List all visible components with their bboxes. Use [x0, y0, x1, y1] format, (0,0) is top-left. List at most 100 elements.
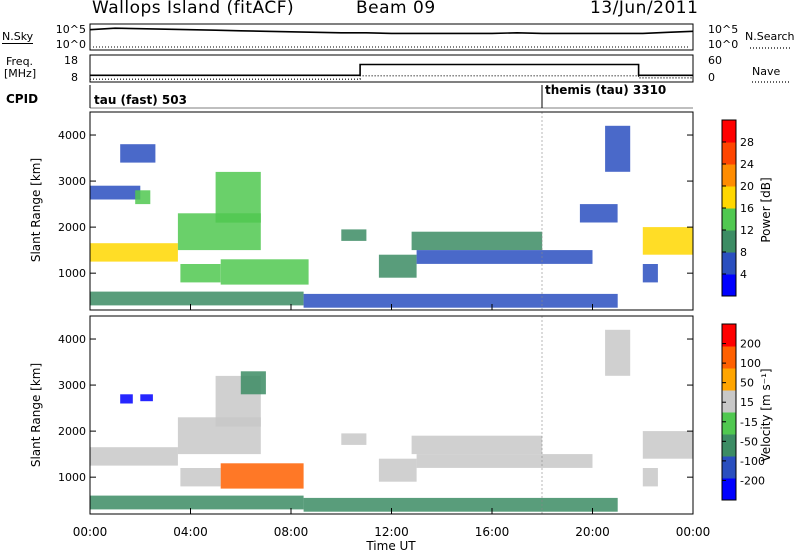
echo-region [303, 497, 618, 512]
xaxis-label: Time UT [365, 539, 416, 553]
y-tick-label: 1000 [58, 267, 86, 280]
colorbar-swatch [722, 346, 736, 369]
noise-right-tick-bottom: 10^0 [708, 38, 738, 51]
power-ylabel: Slant Range [km] [29, 158, 43, 262]
cpid-label: CPID [6, 92, 39, 106]
echo-region [416, 250, 593, 264]
colorbar-swatch [722, 478, 736, 501]
cpid-panel [89, 85, 693, 109]
noise-left-tick-top: 10^5 [56, 23, 86, 36]
echo-region [579, 204, 618, 223]
echo-region [120, 144, 156, 163]
x-tick-label: 00:00 [73, 525, 108, 539]
echo-region [220, 259, 309, 285]
freq-series-line [90, 63, 693, 77]
colorbar-tick-label: 50 [740, 377, 754, 390]
echo-region [642, 264, 658, 283]
freq-left-tick-top: 18 [64, 54, 78, 67]
colorbar-frame [721, 323, 737, 501]
colorbar-swatch [722, 186, 736, 209]
colorbar-tick-label: 20 [740, 180, 754, 193]
cpid-entry-0: tau (fast) 503 [94, 93, 187, 107]
colorbar-swatch [722, 274, 736, 297]
colorbar-swatch [722, 208, 736, 231]
power-colorbar: 4 8 12 16 20 24 28 [721, 119, 754, 297]
colorbar-swatch [722, 456, 736, 479]
beam-label: Beam 09 [356, 0, 436, 18]
x-tick-label: 16:00 [475, 525, 510, 539]
colorbar-swatch [722, 390, 736, 413]
echo-region [180, 264, 221, 283]
echo-region [90, 291, 304, 306]
echo-region [140, 394, 153, 402]
freq-right-tick-top: 60 [708, 54, 722, 67]
echo-region [605, 125, 631, 172]
colorbar-swatch [722, 230, 736, 253]
echo-region [411, 231, 543, 251]
nsky-label: N.Sky [2, 30, 34, 44]
echo-region [642, 227, 694, 255]
colorbar-swatch [722, 142, 736, 165]
colorbar-swatch [722, 368, 736, 391]
nave-label: Nave [752, 65, 781, 78]
freq-label-2: [MHz] [4, 67, 37, 80]
x-tick-label: 12:00 [374, 525, 409, 539]
echo-region [220, 463, 304, 489]
colorbar-swatch [722, 434, 736, 457]
colorbar-tick-label: 16 [740, 202, 754, 215]
y-tick-label: 4000 [58, 333, 86, 346]
nave-series-line [90, 75, 693, 80]
velocity-colorbar-label: Velocity [m s⁻¹] [759, 368, 773, 461]
y-tick-label: 3000 [58, 379, 86, 392]
colorbar-tick-label: -50 [740, 435, 758, 448]
colorbar-tick-label: 12 [740, 224, 754, 237]
colorbar-tick-label: 100 [740, 357, 761, 370]
colorbar-swatch [722, 252, 736, 275]
velocity-data-layer [90, 329, 694, 512]
velocity-panel: 1000 2000 3000 4000 Slant Range [km] 200 100… [29, 315, 773, 515]
noise-left-tick-bottom: 10^0 [56, 38, 86, 51]
cpid-entry-1: themis (tau) 3310 [545, 83, 667, 97]
echo-region [180, 468, 221, 487]
velocity-colorbar: 200 100 50 15 -15 -50 -100 -200 [721, 323, 765, 501]
date-label: 13/Jun/2011 [590, 0, 699, 18]
echo-region [303, 293, 618, 308]
nsearch-label: N.Search [745, 30, 795, 43]
colorbar-swatch [722, 120, 736, 143]
echo-region [642, 431, 694, 459]
echo-region [341, 433, 367, 445]
noise-panel: 10^5 10^0 10^5 10^0 [56, 23, 790, 51]
colorbar-tick-label: -100 [740, 455, 765, 468]
y-tick-label: 3000 [58, 175, 86, 188]
colorbar-tick-label: 4 [740, 268, 747, 281]
plot-title: Wallops Island (fitACF) [92, 0, 295, 18]
echo-region [215, 171, 261, 223]
colorbar-tick-label: 15 [740, 396, 754, 409]
x-tick-label: 04:00 [173, 525, 208, 539]
x-tick-label: 08:00 [274, 525, 309, 539]
echo-region [90, 447, 178, 466]
nsky-series-line [89, 27, 694, 35]
echo-region [90, 495, 304, 510]
power-panel: 1000 2000 3000 4000 Slant Range [km] 4 8 12 16… [29, 111, 773, 311]
echo-region [90, 185, 141, 200]
echo-region [378, 254, 417, 278]
time-axis: 00:00 04:00 08:00 12:00 16:00 20:00 00:00 [73, 304, 710, 539]
y-tick-label: 2000 [58, 425, 86, 438]
freq-left-tick-bottom: 8 [71, 71, 78, 84]
echo-region [416, 454, 593, 468]
colorbar-tick-label: 24 [740, 158, 754, 171]
echo-region [90, 243, 178, 262]
freq-right-tick-bottom: 0 [708, 71, 715, 84]
noise-panel-frame [89, 23, 694, 51]
colorbar-tick-label: 8 [740, 246, 747, 259]
frequency-panel: 18 8 60 0 [64, 54, 790, 84]
y-tick-label: 1000 [58, 471, 86, 484]
colorbar-tick-label: 28 [740, 136, 754, 149]
colorbar-tick-label: -15 [740, 416, 758, 429]
colorbar-swatch [722, 324, 736, 347]
colorbar-tick-label: 200 [740, 338, 761, 351]
echo-region [120, 394, 133, 404]
echo-region [240, 371, 266, 395]
